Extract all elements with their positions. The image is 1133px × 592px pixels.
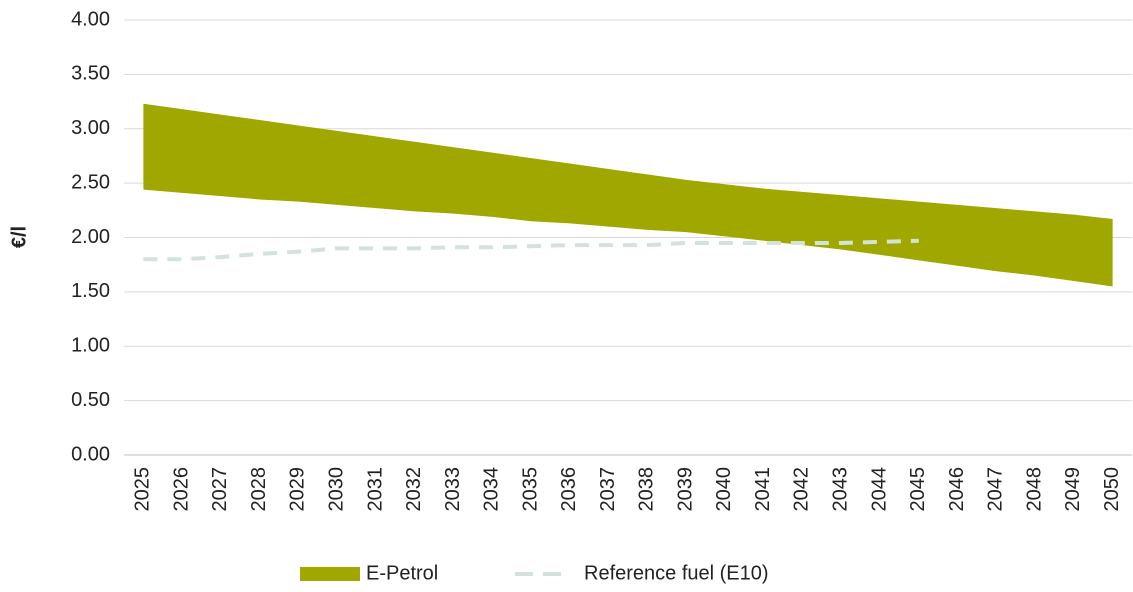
x-tick-label: 2048 — [1023, 467, 1045, 512]
x-tick-label: 2047 — [985, 467, 1007, 512]
x-tick-label: 2031 — [364, 467, 386, 512]
x-tick-label: 2046 — [946, 467, 968, 512]
x-tick-label: 2030 — [326, 467, 348, 512]
y-axis-label: €/l — [8, 226, 30, 248]
y-tick-label: 1.00 — [71, 335, 110, 357]
x-tick-label: 2039 — [674, 467, 696, 512]
y-tick-label: 2.50 — [71, 171, 110, 193]
x-tick-label: 2037 — [597, 467, 619, 512]
range-band — [143, 103, 1113, 287]
x-tick-label: 2027 — [209, 467, 231, 512]
x-tick-label: 2036 — [558, 467, 580, 512]
y-tick-label: 1.50 — [71, 280, 110, 302]
x-tick-label: 2040 — [713, 467, 735, 512]
legend-label: E-Petrol — [366, 562, 438, 584]
x-tick-label: 2034 — [481, 467, 503, 512]
x-tick-label: 2035 — [519, 467, 541, 512]
y-tick-label: 0.00 — [71, 443, 110, 465]
x-tick-label: 2033 — [442, 467, 464, 512]
y-tick-label: 2.00 — [71, 226, 110, 248]
x-tick-label: 2045 — [907, 467, 929, 512]
y-tick-label: 3.50 — [71, 63, 110, 85]
y-tick-label: 3.00 — [71, 117, 110, 139]
x-tick-label: 2026 — [170, 467, 192, 512]
x-tick-label: 2032 — [403, 467, 425, 512]
x-tick-label: 2042 — [791, 467, 813, 512]
x-tick-label: 2028 — [248, 467, 270, 512]
legend-swatch — [300, 567, 360, 581]
y-tick-label: 0.50 — [71, 389, 110, 411]
x-tick-label: 2043 — [830, 467, 852, 512]
x-tick-label: 2029 — [287, 467, 309, 512]
x-tick-label: 2050 — [1101, 467, 1123, 512]
y-tick-label: 4.00 — [71, 8, 110, 30]
line — [143, 238, 919, 262]
x-tick-label: 2049 — [1062, 467, 1084, 512]
x-tick-label: 2041 — [752, 467, 774, 512]
x-tick-label: 2038 — [636, 467, 658, 512]
x-tick-label: 2025 — [132, 467, 154, 512]
x-tick-label: 2044 — [868, 467, 890, 512]
legend-label: Reference fuel (E10) — [584, 562, 769, 584]
